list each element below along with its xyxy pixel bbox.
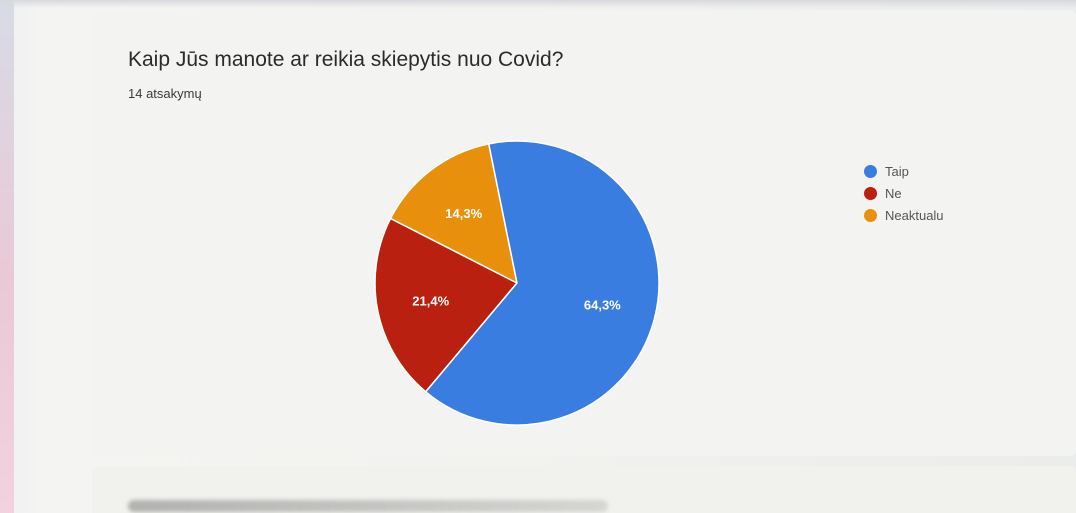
response-count: 14 atsakymų xyxy=(128,86,202,101)
question-title: Kaip Jūs manote ar reikia skiepytis nuo … xyxy=(128,48,564,71)
legend-label: Neaktualu xyxy=(885,207,944,223)
legend-item[interactable]: Ne xyxy=(864,182,944,204)
legend-dot-icon xyxy=(864,186,877,200)
legend-label: Taip xyxy=(885,163,909,179)
chart-legend: Taip Ne Neaktualu xyxy=(864,160,944,226)
next-question-card xyxy=(92,466,1076,513)
legend-dot-icon xyxy=(864,164,877,178)
question-card: Kaip Jūs manote ar reikia skiepytis nuo … xyxy=(92,10,1076,456)
next-question-title-blurred xyxy=(128,500,608,512)
pie-chart: 21,4% 14,3% 64,3% xyxy=(374,140,660,426)
legend-dot-icon xyxy=(864,208,877,222)
legend-item[interactable]: Neaktualu xyxy=(864,204,944,226)
pie-slice-ne[interactable] xyxy=(374,217,519,393)
window-edge xyxy=(0,0,14,513)
pie-slice-taip[interactable] xyxy=(424,140,660,426)
slice-data-label: 64,3% xyxy=(584,298,621,313)
legend-label: Ne xyxy=(885,185,902,201)
slice-data-label: 21,4% xyxy=(412,294,449,309)
legend-item[interactable]: Taip xyxy=(864,160,944,182)
top-shadow xyxy=(0,0,1076,8)
slice-data-label: 14,3% xyxy=(445,206,482,221)
pie-slice-neaktualu[interactable] xyxy=(389,142,519,285)
